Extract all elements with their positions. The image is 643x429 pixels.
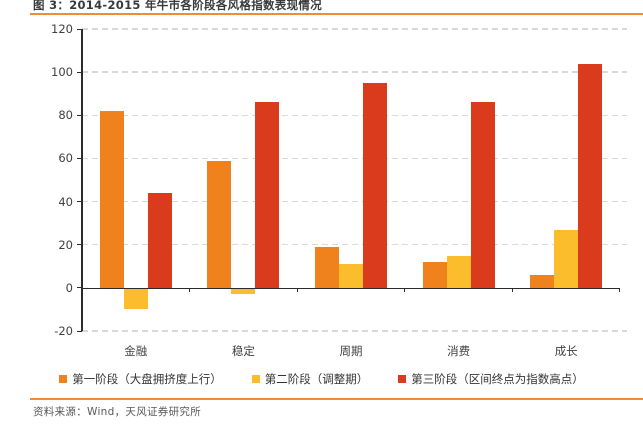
x-axis-label: 成长	[554, 344, 578, 358]
legend-swatch	[59, 375, 68, 383]
y-axis-tick	[77, 28, 82, 30]
legend-item: 第二阶段（调整期）	[251, 371, 369, 387]
y-axis-label: 0	[65, 280, 73, 295]
y-axis-tick	[77, 71, 82, 73]
y-axis-tick	[77, 330, 82, 332]
legend-label: 第三阶段（区间终点为指数高点）	[411, 372, 584, 386]
bar-series-3-周期	[363, 82, 387, 288]
bar-series-3-消费	[470, 102, 495, 288]
y-axis-label: 20	[58, 237, 73, 252]
y-axis-tick	[77, 201, 82, 203]
x-axis-label: 消费	[447, 344, 471, 358]
bar-series-1-成长	[530, 274, 555, 288]
chart-legend: 第一阶段（大盘拥挤度上行） 第二阶段（调整期） 第三阶段（区间终点为指数高点）	[0, 371, 643, 387]
source-note: 资料来源：Wind，天风证券研究所	[33, 406, 201, 418]
legend-item: 第一阶段（大盘拥挤度上行）	[59, 371, 222, 387]
bar-series-3-成长	[578, 63, 603, 288]
y-axis-line	[81, 29, 83, 331]
legend-swatch	[251, 375, 260, 383]
y-axis-tick	[77, 114, 82, 116]
x-axis-line	[82, 287, 620, 289]
bar-series-2-金融	[123, 287, 148, 310]
x-axis-label: 稳定	[231, 344, 255, 358]
y-axis-label: -20	[54, 324, 73, 338]
bar-series-1-稳定	[207, 160, 232, 288]
x-axis-tick	[619, 288, 620, 292]
bar-series-2-稳定	[231, 287, 256, 295]
bar-series-3-稳定	[255, 102, 280, 288]
legend-label: 第二阶段（调整期）	[264, 372, 369, 386]
bar-series-2-成长	[554, 229, 579, 288]
y-axis-label: 120	[51, 22, 73, 36]
legend-swatch	[398, 375, 407, 383]
figure-title: 图 3：2014-2015 年牛市各阶段各风格指数表现情况	[33, 0, 322, 12]
x-axis-label: 金融	[124, 344, 148, 358]
x-axis-tick	[511, 288, 513, 292]
gridline	[82, 243, 627, 246]
gridline	[82, 330, 627, 332]
header-rule	[30, 13, 643, 15]
gridline	[82, 200, 627, 203]
bar-series-1-周期	[315, 246, 339, 288]
x-axis-tick	[189, 288, 191, 292]
bar-series-2-周期	[339, 264, 363, 288]
y-axis-label: 100	[51, 65, 73, 80]
y-axis-label: 40	[58, 194, 73, 209]
bar-series-2-消费	[446, 255, 471, 288]
y-axis-tick	[77, 244, 82, 246]
gridline	[82, 71, 627, 73]
y-axis-label: 60	[58, 151, 73, 166]
y-axis-tick	[77, 157, 82, 159]
y-axis-tick	[77, 287, 82, 289]
gridline	[82, 157, 627, 160]
bar-series-1-消费	[422, 261, 447, 288]
legend-label: 第一阶段（大盘拥挤度上行）	[72, 372, 222, 386]
x-axis-tick	[296, 288, 298, 292]
bar-series-1-金融	[99, 110, 124, 288]
gridline	[82, 114, 627, 117]
x-axis-label: 周期	[339, 344, 363, 358]
legend-item: 第三阶段（区间终点为指数高点）	[398, 371, 584, 387]
gridline	[82, 28, 627, 30]
x-axis-tick	[404, 288, 406, 292]
footer-rule	[30, 398, 643, 400]
bar-series-3-金融	[147, 192, 172, 288]
y-axis-label: 80	[58, 108, 73, 123]
